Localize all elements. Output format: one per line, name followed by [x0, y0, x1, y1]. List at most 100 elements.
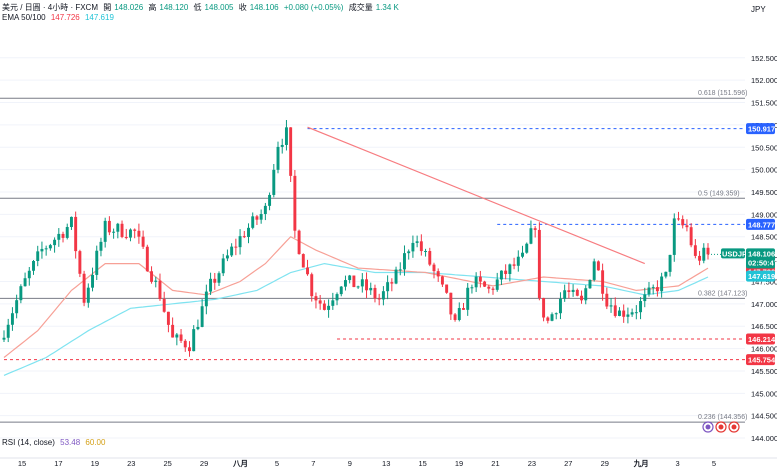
candle	[10, 307, 14, 331]
candle	[512, 257, 516, 270]
time-tick: 25	[164, 459, 172, 468]
candle-body	[609, 305, 613, 307]
price-tick: 150.000	[751, 166, 777, 175]
candle	[263, 202, 267, 221]
candle-body	[272, 169, 276, 195]
candle-body	[280, 144, 284, 147]
candle	[61, 231, 65, 243]
candle	[103, 217, 107, 248]
volume-label: 成交量	[348, 3, 373, 12]
candle-body	[221, 258, 225, 274]
candle-body	[605, 293, 609, 307]
candle-body	[183, 340, 187, 348]
candle-body	[681, 219, 685, 226]
candle	[462, 302, 465, 310]
candle	[592, 258, 596, 282]
legend-rsi[interactable]: RSI (14, close) 53.48 60.00	[2, 438, 108, 447]
candle-body	[74, 216, 78, 252]
candle	[2, 330, 6, 342]
symbol-title[interactable]: 美元 / 日圓 · 4小時 · FXCM	[2, 3, 98, 12]
candle-body	[200, 306, 204, 327]
candle	[238, 229, 242, 255]
candle	[521, 245, 524, 259]
candle	[499, 270, 503, 286]
trend-line-segment	[307, 126, 645, 265]
candle	[179, 329, 183, 343]
candle-body	[369, 287, 373, 291]
time-tick: 15	[18, 459, 26, 468]
candle	[381, 286, 385, 306]
candle-body	[158, 280, 162, 299]
candle	[247, 223, 250, 244]
candle-body	[112, 231, 116, 233]
candle-body	[428, 251, 432, 265]
low-label: 低	[193, 3, 202, 12]
candle	[668, 254, 672, 277]
candle-body	[289, 127, 293, 176]
candle-body	[529, 228, 533, 244]
candle-body	[318, 300, 322, 304]
candle	[411, 235, 415, 258]
time-tick: 13	[382, 459, 390, 468]
candle	[107, 216, 111, 236]
candle	[27, 266, 31, 286]
high-label: 高	[148, 3, 157, 12]
time-tick: 29	[601, 459, 609, 468]
candle-body	[689, 227, 693, 246]
candle	[200, 299, 204, 328]
candle-body	[575, 289, 579, 296]
candle-body	[230, 246, 234, 256]
candle-body	[643, 294, 647, 302]
candle-body	[626, 314, 630, 317]
candle-body	[69, 216, 73, 228]
candle-body	[419, 241, 423, 252]
candle	[6, 318, 10, 343]
candle-body	[424, 251, 428, 253]
economic-event-icon[interactable]	[728, 421, 740, 433]
candle	[162, 291, 166, 313]
candle	[403, 245, 406, 276]
candle-body	[613, 305, 617, 316]
candle	[19, 284, 23, 304]
price-tick: 152.000	[751, 76, 777, 85]
event-icon-dot	[731, 424, 737, 430]
candle	[647, 281, 651, 297]
legend-ema[interactable]: EMA 50/100 147.726 147.619	[2, 13, 117, 22]
candle-body	[91, 274, 94, 288]
candle-body	[516, 256, 520, 266]
time-tick: 27	[564, 459, 572, 468]
candle-body	[651, 287, 655, 289]
time-tick: 5	[275, 459, 279, 468]
candle-body	[533, 228, 537, 230]
candle-body	[567, 290, 571, 293]
candle-body	[470, 287, 474, 289]
candle	[689, 223, 693, 248]
candle	[318, 294, 322, 310]
candle	[596, 260, 600, 271]
economic-event-icon[interactable]	[702, 421, 714, 433]
candle	[166, 311, 170, 333]
candle	[335, 292, 339, 306]
candle-body	[310, 274, 314, 297]
candle	[685, 219, 689, 232]
candle-body	[141, 236, 145, 247]
candle	[116, 222, 120, 239]
candle	[457, 302, 461, 322]
candle-body	[634, 312, 638, 314]
candle	[339, 286, 343, 297]
economic-event-icon[interactable]	[715, 421, 727, 433]
candle-body	[19, 286, 23, 301]
candle-body	[238, 236, 242, 248]
candle	[57, 228, 61, 247]
candle	[618, 307, 621, 317]
open-label: 開	[103, 3, 112, 12]
candle-body	[415, 241, 419, 243]
candle	[390, 278, 394, 292]
candle-body	[82, 273, 86, 303]
currency-label[interactable]: JPY	[751, 5, 766, 14]
candle	[386, 275, 390, 300]
time-axis: 15 17 19 23 25 29 八月 5 7 9 13 15 19 21 23 27 29 九月 3 5	[18, 458, 716, 468]
time-tick: 23	[127, 459, 135, 468]
